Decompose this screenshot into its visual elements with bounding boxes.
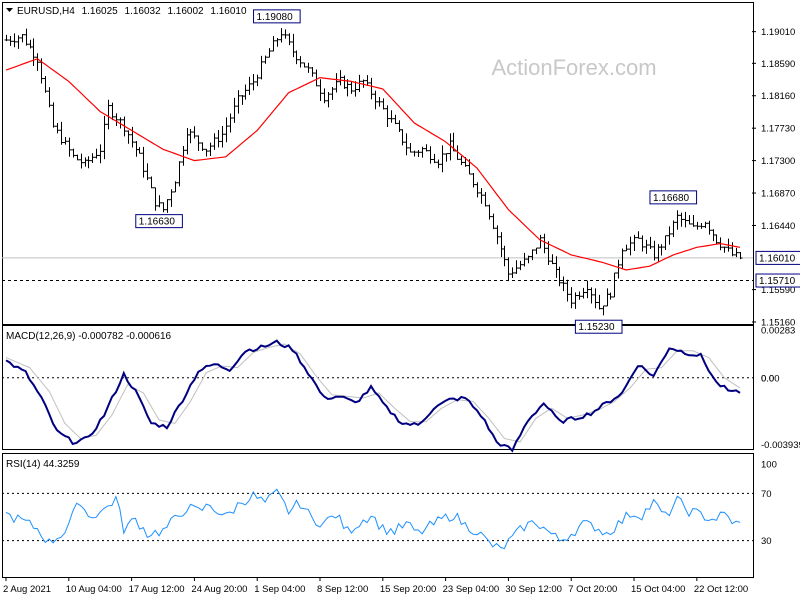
macd-ytick-label: 0.00: [761, 373, 780, 384]
x-tick-label: 15 Oct 04:00: [631, 584, 685, 595]
price-layer: 1.19010 1.18590 1.18160 1.17730 1.17300 1.168…: [2, 9, 800, 334]
price-ytick-label: 1.16440: [761, 221, 795, 232]
price-annotation-label: 1.19080: [257, 12, 294, 23]
macd-ytick-label-signal: 0.0: [761, 373, 774, 384]
moving-average-line: [5, 58, 741, 271]
x-tick-label: 1 Sep 04:00: [254, 584, 305, 595]
axis-layer: 2 Aug 2021 10 Aug 04:00 17 Aug 12:00 24 Aug…: [3, 577, 748, 595]
price-annotation-label-box: [135, 214, 183, 229]
current-price-label-box: [755, 250, 800, 265]
header-open: 1.16025: [82, 6, 119, 17]
price-ytick-label: 1.16870: [761, 189, 795, 200]
x-tick-label: 24 Aug 20:00: [191, 584, 247, 595]
current-price-label: 1.16010: [759, 253, 796, 264]
price-ytick-label: 1.18160: [761, 91, 795, 102]
header-close: 1.16010: [210, 6, 247, 17]
price-annotation-label-box: [253, 9, 301, 24]
header-low: 1.16002: [167, 6, 204, 17]
price-annotation-label: 1.16680: [653, 193, 690, 204]
rsi-ytick-label: 100: [761, 460, 777, 471]
price-ytick-label: 1.19010: [761, 27, 795, 38]
header-dropdown-icon[interactable]: [6, 8, 13, 12]
macd-ytick-label: 0.00283: [761, 326, 795, 337]
header-info: EURUSD,H4 1.16025 1.16032 1.16002 1.1601…: [17, 6, 247, 17]
macd-line: [5, 339, 741, 453]
x-tick-label: 22 Oct 12:00: [694, 584, 748, 595]
x-tick-label: 10 Aug 04:00: [66, 584, 122, 595]
header-symbol: EURUSD,H4: [17, 6, 75, 17]
price-ytick-label: 1.15160: [761, 318, 795, 329]
watermark: ActionForex.com: [491, 55, 656, 80]
price-annotation-label: 1.15230: [578, 322, 615, 333]
price-annotation-label-box: [574, 319, 623, 334]
rsi-ytick-label: 70: [761, 489, 772, 500]
macd-signal-line: [5, 343, 741, 443]
macd-panel-frame: [2, 325, 754, 450]
rsi-title: RSI(14) 44.3259: [6, 459, 80, 470]
price-ytick-label: 1.15590: [761, 285, 795, 296]
support-price-label-box: [755, 273, 800, 288]
x-tick-label: 23 Sep 04:00: [443, 584, 500, 595]
x-tick-label: 17 Aug 12:00: [129, 584, 185, 595]
price-panel-frame: [2, 2, 754, 325]
rsi-panel-frame: [2, 453, 754, 578]
x-tick-label: 7 Oct 20:00: [568, 584, 617, 595]
x-tick-label: 15 Sep 20:00: [380, 584, 437, 595]
macd-layer: 0.00283 0.00 -0.003939 0.0: [2, 326, 800, 453]
price-annotation-label: 1.16630: [139, 217, 176, 228]
price-ytick-label: 1.18590: [761, 59, 795, 70]
price-annotation-label-box: [649, 190, 698, 205]
support-price-label: 1.15710: [759, 276, 796, 287]
price-ytick-label: 1.17300: [761, 156, 795, 167]
macd-title: MACD(12,26,9) -0.000782 -0.000616: [6, 331, 172, 342]
header-high: 1.16032: [125, 6, 162, 17]
macd-ytick-label: -0.003939: [761, 440, 800, 451]
x-tick-label: 8 Sep 12:00: [317, 584, 368, 595]
x-tick-label: 30 Sep 12:00: [505, 584, 562, 595]
x-tick-label: 2 Aug 2021: [3, 584, 51, 595]
rsi-line: [5, 488, 741, 550]
rsi-ytick-label: 30: [761, 536, 772, 547]
price-ytick-label: 1.17730: [761, 124, 795, 135]
rsi-layer: 100 70 30: [2, 460, 777, 550]
